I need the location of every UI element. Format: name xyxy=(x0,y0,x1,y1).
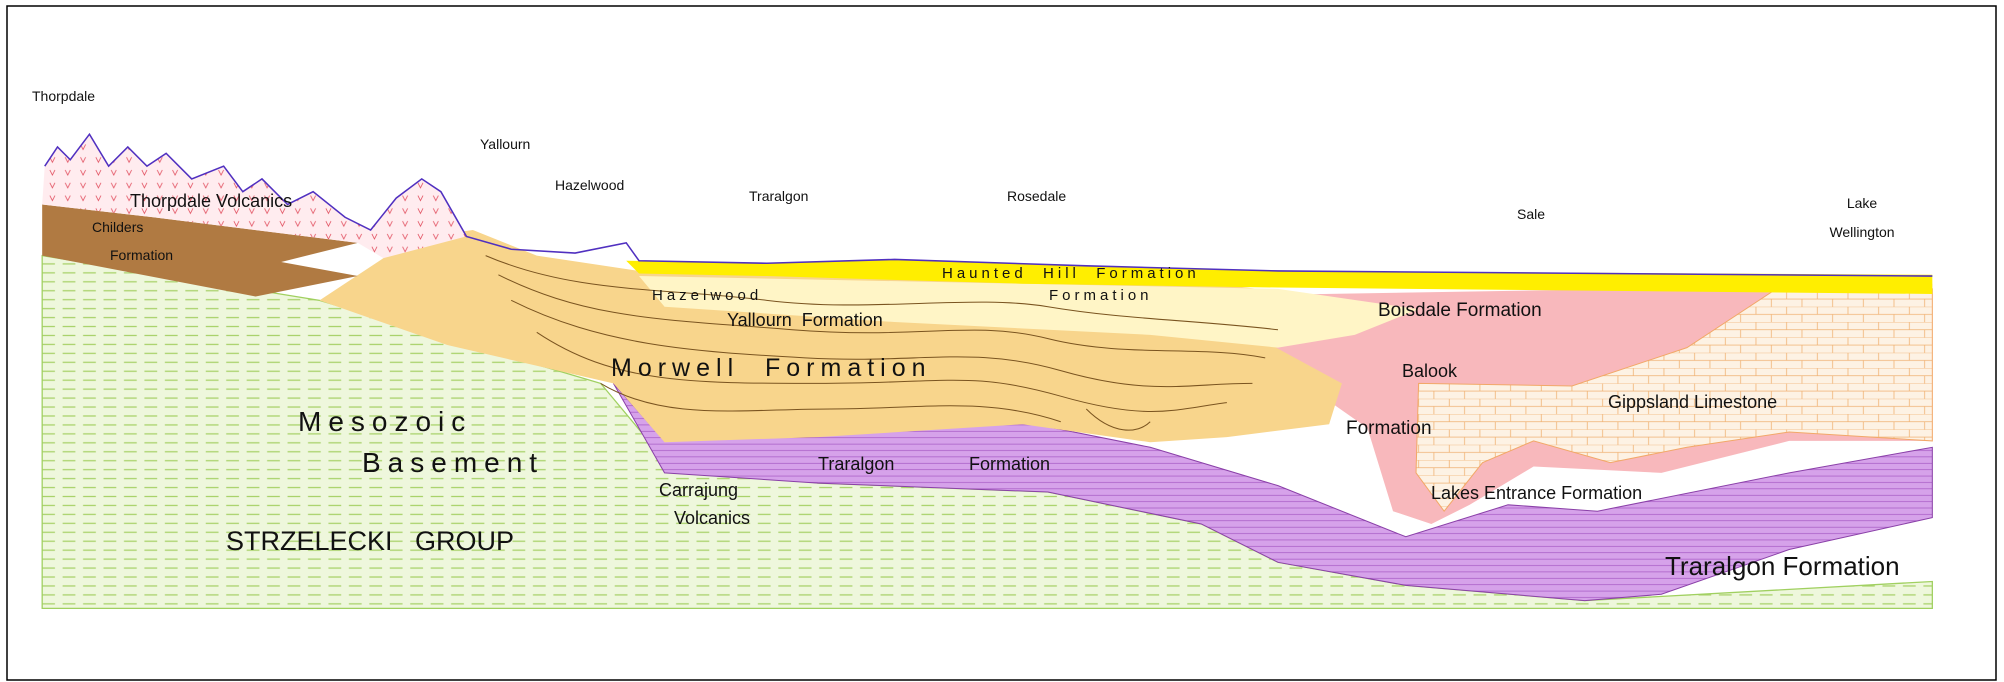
formation-label: Balook xyxy=(1402,361,1458,381)
formation-label: Formation xyxy=(1346,418,1432,439)
formation-label: Gippsland Limestone xyxy=(1608,392,1777,412)
section xyxy=(41,132,1933,609)
formation-label: Boisdale Formation xyxy=(1378,300,1542,321)
place-label: Hazelwood xyxy=(555,177,624,193)
place-label: Traralgon xyxy=(749,188,808,204)
place-label: Sale xyxy=(1517,206,1545,222)
formation-label: Formation xyxy=(1049,287,1153,304)
formation-label: Traralgon Formation xyxy=(1665,551,1900,581)
formation-label: Yallourn Formation xyxy=(727,310,883,330)
formation-label: Mesozoic xyxy=(298,406,472,437)
coal-seams xyxy=(485,255,1279,431)
formation-label: Traralgon xyxy=(818,454,894,474)
haunted-hill xyxy=(626,259,1933,294)
hazelwood xyxy=(639,276,1419,348)
formation-label: Thorpdale Volcanics xyxy=(130,191,292,211)
volcanics xyxy=(42,134,467,259)
formation-label: Volcanics xyxy=(674,508,750,528)
formation-label: Hazelwood xyxy=(652,287,762,304)
formation-label: Haunted Hill Formation xyxy=(942,265,1200,282)
place-label: Lake xyxy=(1847,195,1878,211)
place-label: Rosedale xyxy=(1007,188,1066,204)
childers xyxy=(42,204,358,297)
place-label: Thorpdale xyxy=(32,88,95,104)
frame xyxy=(6,5,1997,681)
surface xyxy=(44,132,1933,277)
formation-label: Formation xyxy=(110,247,173,263)
traralgon xyxy=(612,383,1933,602)
formation-label: Formation xyxy=(969,454,1050,474)
limestone xyxy=(1415,288,1933,513)
formation-label: Basement xyxy=(362,447,544,478)
formation-label: Carrajung xyxy=(659,480,738,500)
place-label: Wellington xyxy=(1829,224,1894,240)
formation-label: Childers xyxy=(92,219,143,235)
formation-label: Morwell Formation xyxy=(611,354,932,382)
formation-label: STRZELECKI GROUP xyxy=(226,526,514,556)
place-label: Yallourn xyxy=(480,136,530,152)
formation-label: Lakes Entrance Formation xyxy=(1431,483,1642,503)
